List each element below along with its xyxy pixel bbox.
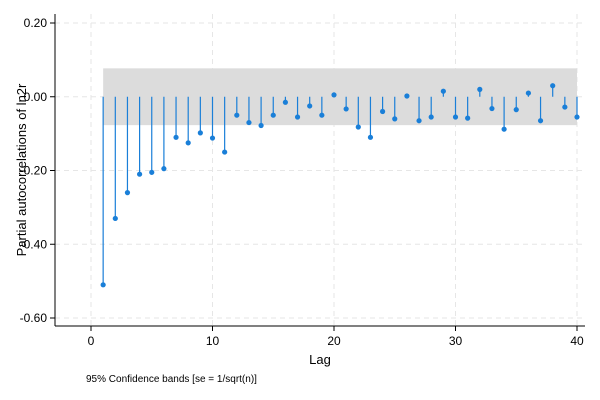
pacf-point: [416, 118, 422, 124]
pacf-point: [331, 92, 337, 98]
pacf-point: [270, 112, 276, 118]
pacf-point: [355, 124, 361, 130]
x-tick-label: 30: [449, 334, 463, 348]
pacf-point: [124, 190, 131, 196]
pacf-point: [319, 112, 325, 118]
x-tick-label: 40: [570, 334, 584, 348]
x-tick-label: 0: [88, 334, 95, 348]
pacf-point: [294, 114, 301, 120]
pacf-point: [465, 115, 471, 121]
pacf-point: [562, 104, 568, 110]
y-axis-title: Partial autocorrelations of ln2r: [14, 83, 29, 256]
pacf-point: [173, 134, 179, 140]
pacf-point: [246, 119, 252, 126]
pacf-point: [367, 134, 374, 140]
y-tick-label: -0.60: [20, 311, 48, 325]
pacf-point: [501, 126, 507, 132]
pacf-point: [222, 149, 228, 155]
pacf-point: [428, 114, 434, 120]
pacf-point: [161, 166, 167, 172]
pacf-point: [574, 114, 580, 120]
pacf-point: [489, 105, 495, 112]
pacf-point: [513, 107, 519, 113]
stem-layer: [100, 83, 580, 288]
pacf-point: [440, 88, 446, 94]
pacf-point: [137, 171, 143, 177]
pacf-point: [537, 118, 544, 124]
pacf-point: [149, 169, 155, 175]
pacf-point: [550, 83, 556, 89]
pacf-point: [258, 122, 264, 129]
y-tick-label: 0.20: [24, 16, 48, 30]
pacf-point: [282, 99, 288, 105]
y-tick-label: -0.20: [20, 164, 48, 178]
pacf-point: [209, 135, 216, 141]
x-tick-label: 20: [327, 334, 341, 348]
pacf-point: [234, 112, 240, 118]
tick-layer: 0.20 0.00 -0.20 -0.40 -0.60 0 10 20 30 40: [20, 16, 584, 348]
y-tick-label: -0.40: [20, 237, 48, 251]
pacf-point: [380, 108, 386, 115]
pacf-point: [477, 86, 483, 92]
confidence-band: [103, 68, 578, 126]
pacf-point: [185, 140, 191, 146]
pacf-point: [307, 103, 313, 109]
y-tick-label: 0.00: [24, 90, 48, 104]
pacf-point: [112, 215, 118, 222]
pacf-point: [100, 282, 106, 288]
pacf-point: [404, 93, 410, 99]
pacf-point: [343, 106, 349, 112]
pacf-point: [392, 116, 398, 122]
pacf-point: [452, 114, 459, 120]
pacf-point: [197, 130, 203, 136]
x-tick-label: 10: [206, 334, 220, 348]
x-axis-title: Lag: [309, 352, 331, 367]
pacf-point: [525, 90, 532, 96]
confidence-band-note: 95% Confidence bands [se = 1/sqrt(n)]: [86, 374, 257, 385]
